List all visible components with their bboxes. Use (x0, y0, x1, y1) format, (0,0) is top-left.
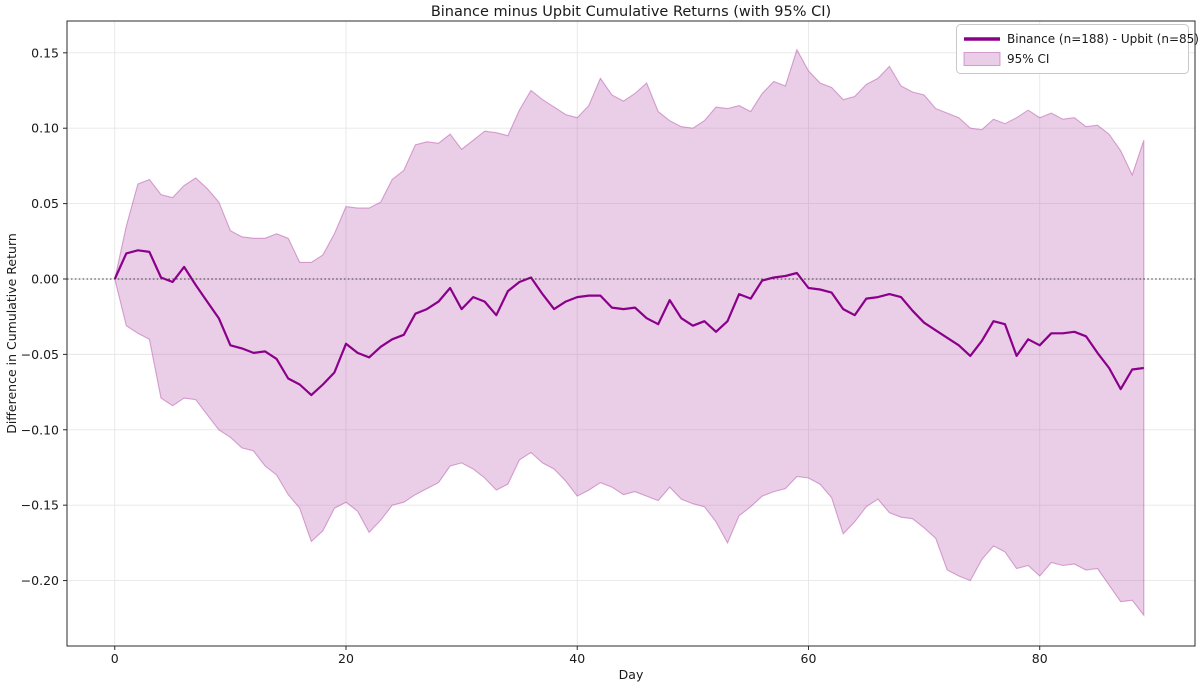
difference-line (113, 249, 1144, 397)
legend-ci-label: 95% CI (1007, 52, 1049, 66)
legend: Binance (n=188) - Upbit (n=85) 95% CI (956, 24, 1199, 74)
x-tick-label: 60 (801, 651, 817, 666)
x-tick-label: 0 (111, 651, 119, 666)
y-tick-label: −0.15 (21, 498, 59, 513)
x-tick-label: 40 (569, 651, 585, 666)
y-tick-label: 0.05 (31, 196, 59, 211)
x-axis-label: Day (619, 667, 644, 682)
y-tick-label: −0.20 (21, 573, 59, 588)
legend-box (956, 24, 1189, 74)
y-tick-label: 0.15 (31, 45, 59, 60)
plot-area: 0 20 40 60 80 0.15 0.10 0.05 0.00 −0.05 −0.10 −0.15… (21, 20, 1196, 666)
legend-ci-swatch (963, 52, 1001, 66)
x-tick-label: 20 (338, 651, 354, 666)
y-tick-label: 0.00 (31, 271, 59, 286)
clipped-layers (113, 48, 1145, 617)
y-axis-label: Difference in Cumulative Return (4, 233, 19, 434)
ci-band (114, 48, 1145, 617)
x-tick-label: 80 (1032, 651, 1048, 666)
chart-title: Binance minus Upbit Cumulative Returns (… (431, 4, 831, 20)
plot-border (66, 20, 1196, 647)
y-tick-label: −0.10 (21, 422, 59, 437)
y-tick-label: −0.05 (21, 347, 59, 362)
legend-series-label: Binance (n=188) - Upbit (n=85) (1007, 32, 1199, 46)
y-tick-label: 0.10 (31, 121, 59, 136)
